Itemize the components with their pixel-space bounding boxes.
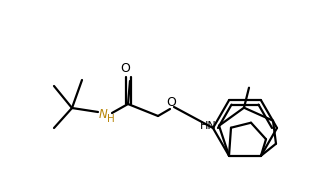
- Text: HN: HN: [200, 121, 217, 131]
- Text: N: N: [99, 108, 108, 121]
- Text: O: O: [166, 97, 176, 110]
- Text: H: H: [107, 114, 115, 124]
- Text: O: O: [120, 62, 130, 75]
